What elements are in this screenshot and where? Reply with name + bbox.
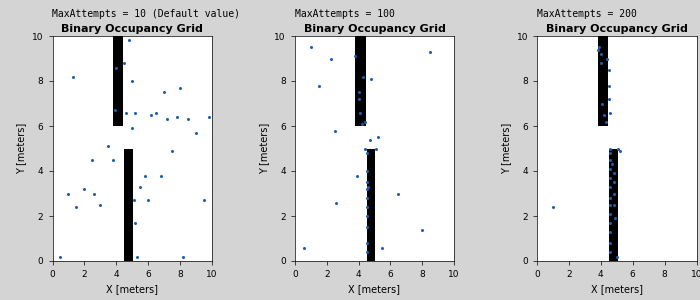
- Text: MaxAttempts = 200: MaxAttempts = 200: [537, 9, 637, 19]
- Title: Binary Occupancy Grid: Binary Occupancy Grid: [546, 24, 687, 34]
- Text: MaxAttempts = 10 (Default value): MaxAttempts = 10 (Default value): [52, 9, 241, 19]
- Y-axis label: Y [meters]: Y [meters]: [259, 123, 269, 174]
- Bar: [598, 36, 608, 126]
- Y-axis label: Y [meters]: Y [meters]: [501, 123, 511, 174]
- Y-axis label: Y [meters]: Y [meters]: [16, 123, 27, 174]
- Text: MaxAttempts = 100: MaxAttempts = 100: [295, 9, 395, 19]
- Bar: [609, 148, 617, 261]
- Title: Binary Occupancy Grid: Binary Occupancy Grid: [304, 24, 445, 34]
- Bar: [356, 36, 365, 126]
- X-axis label: X [meters]: X [meters]: [591, 285, 643, 295]
- Title: Binary Occupancy Grid: Binary Occupancy Grid: [62, 24, 203, 34]
- X-axis label: X [meters]: X [meters]: [349, 285, 400, 295]
- Bar: [367, 148, 375, 261]
- X-axis label: X [meters]: X [meters]: [106, 285, 158, 295]
- Bar: [124, 148, 133, 261]
- Bar: [113, 36, 123, 126]
